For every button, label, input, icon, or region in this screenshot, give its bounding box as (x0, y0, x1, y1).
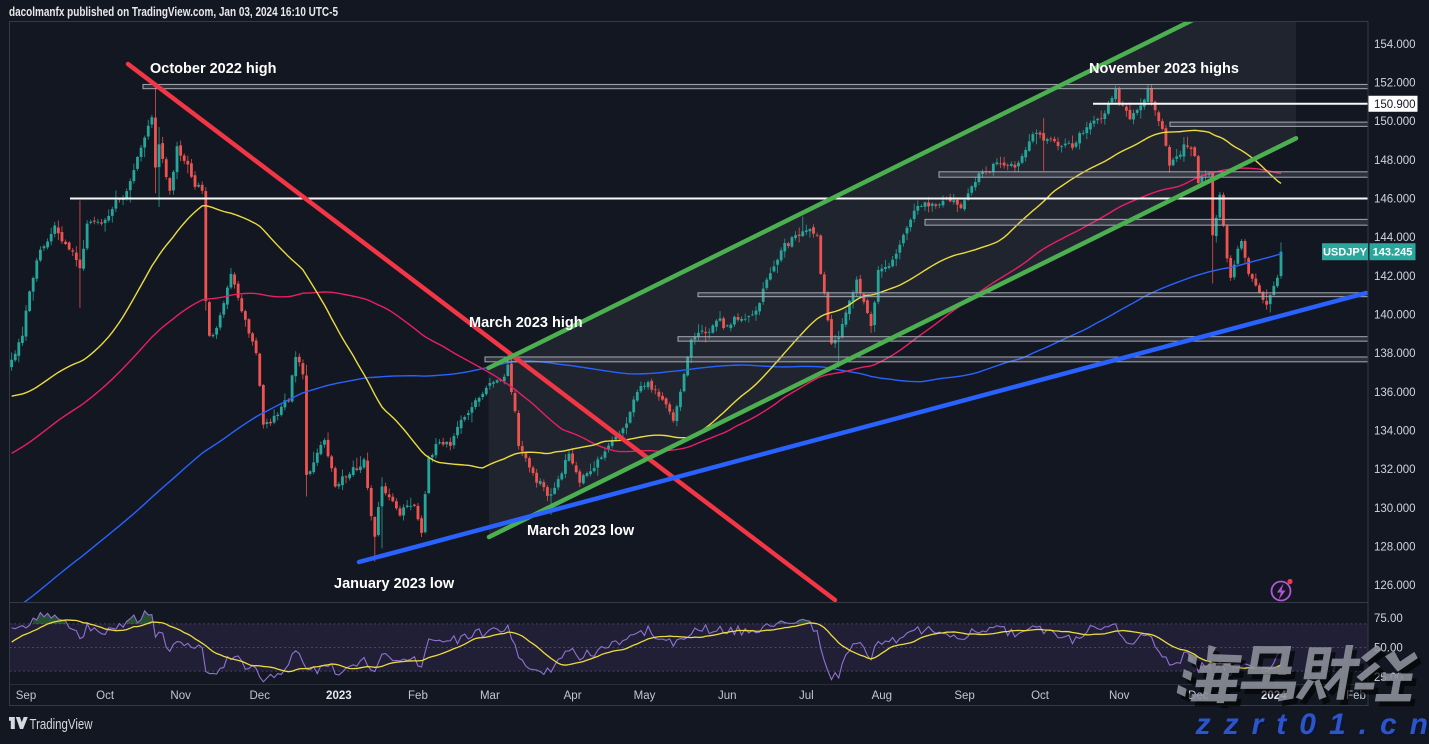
svg-text:March 2023 high: March 2023 high (469, 315, 583, 331)
svg-text:zzrt01.cn: zzrt01.cn (1195, 708, 1429, 739)
svg-text:Oct: Oct (96, 690, 115, 702)
svg-text:148.000: 148.000 (1374, 155, 1416, 167)
svg-text:142.000: 142.000 (1374, 271, 1416, 283)
svg-text:Feb: Feb (408, 690, 428, 702)
svg-text:Jul: Jul (799, 690, 814, 702)
svg-text:128.000: 128.000 (1374, 541, 1416, 553)
svg-text:140.000: 140.000 (1374, 309, 1416, 321)
svg-text:dacolmanfx published on Tradin: dacolmanfx published on TradingView.com,… (9, 5, 338, 19)
svg-text:Jun: Jun (718, 690, 737, 702)
svg-text:132.000: 132.000 (1374, 464, 1416, 476)
svg-text:136.000: 136.000 (1374, 387, 1416, 399)
svg-text:146.000: 146.000 (1374, 193, 1416, 205)
svg-text:January 2023 low: January 2023 low (334, 576, 455, 592)
svg-text:Apr: Apr (564, 690, 582, 702)
svg-text:143.245: 143.245 (1373, 247, 1413, 259)
svg-text:154.000: 154.000 (1374, 39, 1416, 51)
svg-text:zzrt01.cn: zzrt01.cn (1197, 710, 1429, 739)
svg-text:TradingView: TradingView (30, 717, 93, 733)
svg-text:Sep: Sep (954, 690, 974, 702)
svg-text:October 2022 high: October 2022 high (150, 61, 277, 77)
svg-text:150.000: 150.000 (1374, 116, 1416, 128)
svg-text:Mar: Mar (480, 690, 500, 702)
svg-text:75.00: 75.00 (1374, 613, 1403, 625)
svg-text:150.900: 150.900 (1374, 99, 1416, 111)
svg-text:2023: 2023 (326, 690, 352, 702)
svg-text:126.000: 126.000 (1374, 580, 1416, 592)
svg-text:March 2023 low: March 2023 low (527, 523, 635, 539)
svg-text:May: May (634, 690, 656, 702)
svg-text:144.000: 144.000 (1374, 232, 1416, 244)
svg-text:Nov: Nov (1109, 690, 1130, 702)
svg-text:Aug: Aug (872, 690, 892, 702)
svg-text:138.000: 138.000 (1374, 348, 1416, 360)
svg-text:Nov: Nov (170, 690, 191, 702)
svg-text:Sep: Sep (16, 690, 36, 702)
svg-text:Oct: Oct (1031, 690, 1050, 702)
svg-text:November 2023 highs: November 2023 highs (1089, 61, 1239, 77)
svg-text:152.000: 152.000 (1374, 78, 1416, 90)
svg-text:130.000: 130.000 (1374, 503, 1416, 515)
svg-text:134.000: 134.000 (1374, 425, 1416, 437)
svg-text:Dec: Dec (250, 690, 271, 702)
svg-text:USDJPY: USDJPY (1323, 247, 1368, 259)
